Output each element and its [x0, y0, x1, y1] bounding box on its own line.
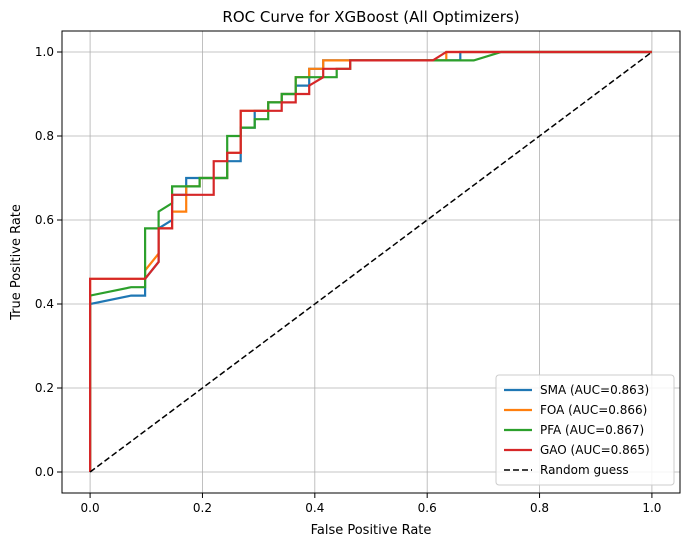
y-tick-label: 0.8 — [35, 129, 54, 143]
x-tick-label: 0.6 — [418, 501, 437, 515]
y-tick-label: 0.4 — [35, 297, 54, 311]
legend-entry: PFA (AUC=0.867) — [540, 423, 644, 437]
legend: SMA (AUC=0.863) FOA (AUC=0.866) PFA (AUC=0… — [495, 374, 675, 486]
legend-box — [495, 374, 675, 486]
legend-entry: GAO (AUC=0.865) — [540, 443, 650, 457]
y-tick-label: 0.0 — [35, 465, 54, 479]
legend-entry: SMA (AUC=0.863) — [540, 383, 649, 397]
x-axis-label: False Positive Rate — [311, 523, 432, 538]
x-tick-label: 1.0 — [642, 501, 661, 515]
series-line-gao — [88, 50, 652, 472]
x-tick-label: 0.8 — [530, 501, 549, 515]
series-layer — [88, 50, 653, 473]
plot-frame — [61, 30, 681, 494]
legend-entry: Random guess — [540, 463, 629, 477]
chart-title: ROC Curve for XGBoost (All Optimizers) — [222, 8, 519, 26]
y-axis-label: True Positive Rate — [9, 204, 24, 321]
x-tick-label: 0.0 — [81, 501, 100, 515]
y-tick-label: 1.0 — [35, 45, 54, 59]
x-tick-label: 0.2 — [193, 501, 212, 515]
y-tick-label: 0.6 — [35, 213, 54, 227]
x-tick-label: 0.4 — [305, 501, 324, 515]
y-tick-label: 0.2 — [35, 381, 54, 395]
grid — [62, 31, 680, 493]
ticks: 0.0 0.2 0.4 0.6 0.8 1.0 0.0 0.2 0.4 0.6 0.8 1.0 — [35, 45, 662, 515]
legend-entry: FOA (AUC=0.866) — [540, 403, 647, 417]
